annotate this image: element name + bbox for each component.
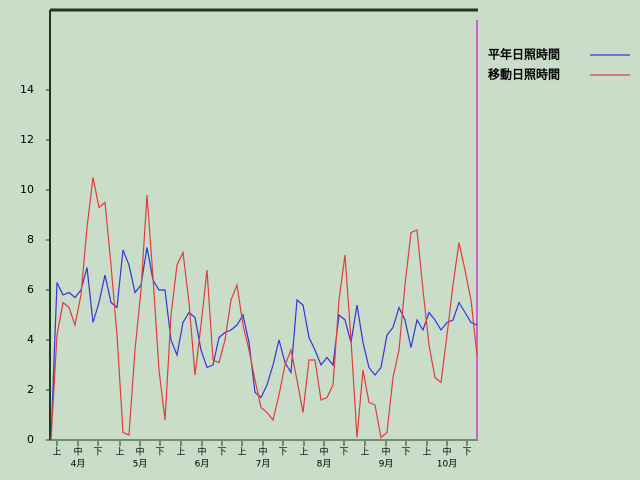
y-tick-label: 2 [27,383,34,396]
series-line [50,247,478,441]
month-label: 9月 [379,459,394,470]
legend-label: 平年日照時間 [488,47,560,62]
x-tick-label: 下 [462,448,471,458]
month-label: 5月 [133,459,148,470]
y-tick-label: 14 [20,83,34,96]
x-tick-label: 上 [115,447,124,458]
x-tick-label: 上 [299,447,308,458]
month-label: 4月 [71,459,86,470]
x-tick-label: 中 [381,446,390,458]
legend-label: 移動日照時間 [488,67,560,82]
y-tick-label: 0 [27,433,34,446]
x-tick-label: 中 [319,446,328,458]
series-line [50,177,478,441]
x-tick-label: 上 [52,447,61,458]
x-tick-label: 下 [339,448,348,458]
x-tick-label: 下 [155,448,164,458]
x-tick-label: 中 [73,446,82,458]
x-tick-label: 上 [237,447,246,458]
x-tick-label: 上 [360,447,369,458]
y-tick-label: 8 [27,233,34,246]
y-tick-label: 4 [27,333,34,346]
month-label: 8月 [317,459,332,470]
y-tick-label: 12 [20,133,34,146]
x-tick-label: 中 [135,446,144,458]
x-tick-label: 下 [401,448,410,458]
y-tick-label: 10 [20,183,34,196]
month-label: 6月 [195,459,210,470]
x-tick-label: 中 [258,446,267,458]
month-label: 7月 [256,459,271,470]
y-tick-label: 6 [27,283,34,296]
x-tick-label: 上 [422,447,431,458]
month-label: 10月 [437,459,457,470]
x-tick-label: 下 [93,448,102,458]
x-tick-label: 中 [442,446,451,458]
x-tick-label: 中 [197,446,206,458]
x-tick-label: 下 [217,448,226,458]
x-tick-label: 下 [278,448,287,458]
x-tick-label: 上 [176,447,185,458]
